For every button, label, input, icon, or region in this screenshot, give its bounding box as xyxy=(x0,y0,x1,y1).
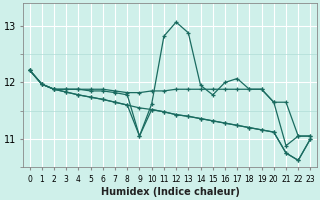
X-axis label: Humidex (Indice chaleur): Humidex (Indice chaleur) xyxy=(100,187,239,197)
